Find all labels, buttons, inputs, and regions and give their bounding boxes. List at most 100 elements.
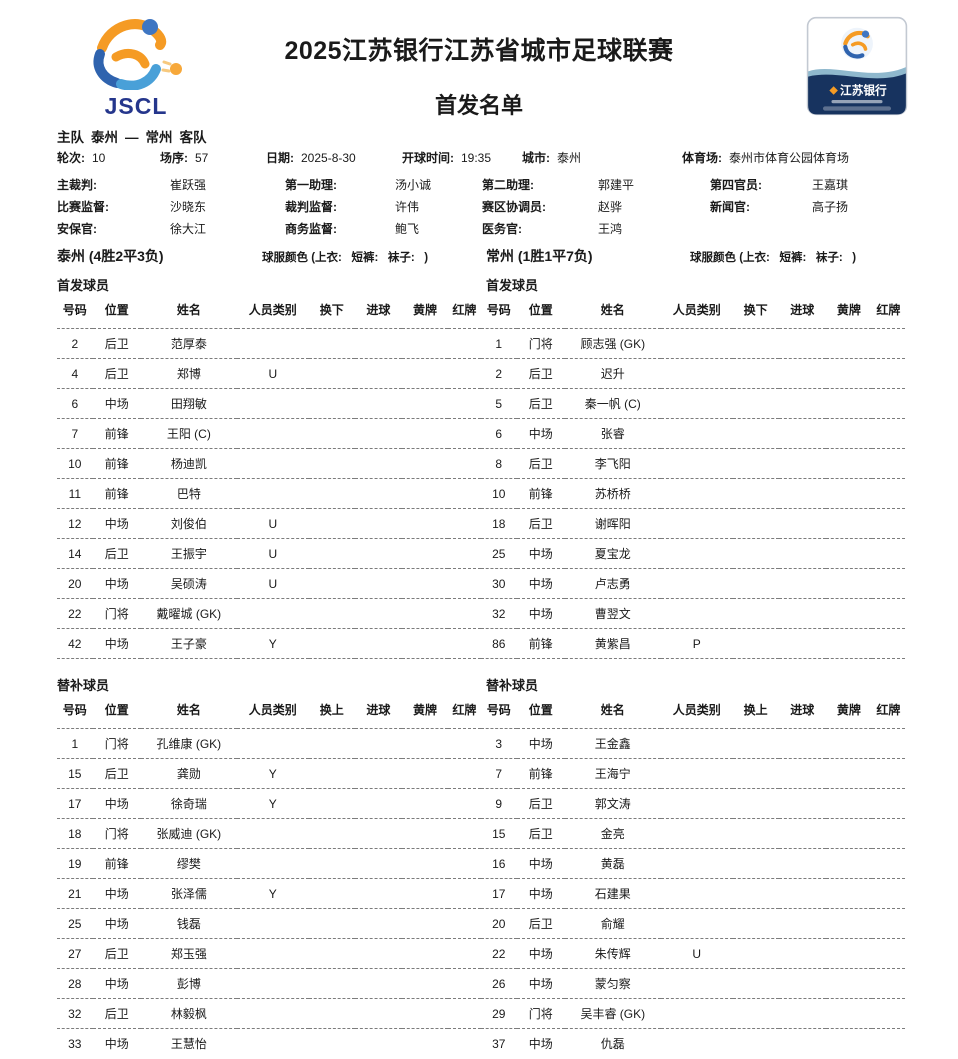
starting-header-row: 号码 位置 姓名 人员类别 换下 进球 黄牌 红牌 号码 位置 姓名 人员类别 换下 进球 黄牌 红牌 xyxy=(57,296,905,329)
player-row: 6 中场 田翔敏 5 后卫 秦一帆 (C) xyxy=(57,388,905,419)
player-cell: 29 xyxy=(480,998,517,1029)
player-cell xyxy=(778,538,827,569)
player-cell xyxy=(402,938,448,969)
player-cell xyxy=(826,938,872,969)
player-cell xyxy=(354,328,403,359)
player-cell: Y xyxy=(236,788,309,819)
player-cell: 中场 xyxy=(92,628,141,659)
player-cell xyxy=(826,1029,872,1059)
player-cell xyxy=(871,938,905,969)
column-header: 进球 xyxy=(778,296,827,329)
player-cell xyxy=(447,908,481,939)
player-row: 21 中场 张泽儒 Y 17 中场 石建果 xyxy=(57,878,905,909)
player-cell xyxy=(447,998,481,1029)
official-value: 王鸿 xyxy=(598,222,623,236)
player-cell xyxy=(236,478,309,509)
column-header: 红牌 xyxy=(447,696,481,729)
player-cell: 郭文涛 xyxy=(564,788,661,819)
player-cell xyxy=(660,478,733,509)
player-cell: 仇磊 xyxy=(600,1037,625,1052)
column-header: 位置 xyxy=(92,296,141,329)
player-cell xyxy=(660,728,733,759)
player-cell xyxy=(732,818,779,849)
player-cell: 22 xyxy=(57,598,93,629)
player-cell: 3 xyxy=(480,728,517,759)
player-cell xyxy=(447,968,481,999)
official-value: 许伟 xyxy=(395,200,420,214)
player-cell: 石建果 xyxy=(564,878,661,909)
vs-dash: — xyxy=(125,130,139,145)
player-cell xyxy=(826,418,872,449)
player-cell: 田翔敏 xyxy=(140,388,237,419)
player-cell xyxy=(660,568,733,599)
player-cell xyxy=(402,628,448,659)
player-cell: 33 xyxy=(68,1036,82,1051)
player-cell xyxy=(778,818,827,849)
player-cell xyxy=(308,448,355,479)
player-cell: 1 xyxy=(57,728,93,759)
player-cell xyxy=(354,758,403,789)
player-cell: 17 xyxy=(57,788,93,819)
column-header: 红牌 xyxy=(871,296,905,329)
column-header: 进球 xyxy=(354,296,403,329)
player-cell: 26 xyxy=(480,968,517,999)
player-cell xyxy=(354,878,403,909)
player-cell xyxy=(236,388,309,419)
player-cell: 32 xyxy=(57,998,93,1029)
player-cell xyxy=(308,598,355,629)
player-cell xyxy=(236,818,309,849)
player-cell xyxy=(402,818,448,849)
player-cell: 王海宁 xyxy=(564,758,661,789)
round-info: 轮次: 10 xyxy=(57,151,106,165)
column-header: 红牌 xyxy=(871,696,905,729)
player-row: 12 中场 刘俊伯 U 18 后卫 谢晖阳 xyxy=(57,508,905,539)
player-cell xyxy=(402,878,448,909)
player-cell: 32 xyxy=(480,598,517,629)
player-cell: 15 xyxy=(57,758,93,789)
player-cell xyxy=(871,418,905,449)
player-cell xyxy=(732,728,779,759)
column-header: 黄牌 xyxy=(402,296,448,329)
player-cell xyxy=(778,728,827,759)
player-cell xyxy=(778,758,827,789)
player-cell xyxy=(236,728,309,759)
player-cell: 14 xyxy=(57,538,93,569)
player-cell xyxy=(778,938,827,969)
player-cell xyxy=(732,568,779,599)
player-cell xyxy=(447,328,481,359)
player-cell xyxy=(826,358,872,389)
player-cell xyxy=(660,968,733,999)
player-cell: 黄紫昌 xyxy=(564,628,661,659)
player-cell xyxy=(871,568,905,599)
player-cell xyxy=(236,938,309,969)
player-cell xyxy=(871,598,905,629)
player-cell: 9 xyxy=(480,788,517,819)
player-cell xyxy=(732,628,779,659)
player-row: 2 后卫 范厚泰 1 门将 顾志强 (GK) xyxy=(57,328,905,359)
player-cell xyxy=(402,1029,448,1059)
player-cell: U xyxy=(660,938,733,969)
player-cell xyxy=(236,908,309,939)
player-cell xyxy=(447,788,481,819)
player-cell: P xyxy=(660,628,733,659)
column-header: 位置 xyxy=(92,696,141,729)
player-cell xyxy=(660,448,733,479)
column-header: 换下 xyxy=(732,296,779,329)
player-cell: 27 xyxy=(57,938,93,969)
player-cell: 范厚泰 xyxy=(140,328,237,359)
home-starters-title: 首发球员 xyxy=(57,278,110,293)
player-cell: 中场 xyxy=(516,938,565,969)
player-cell xyxy=(355,1029,402,1059)
player-cell xyxy=(402,328,448,359)
player-cell: 曹翌文 xyxy=(564,598,661,629)
player-cell: 1 xyxy=(480,328,517,359)
city-info: 城市: 泰州 xyxy=(522,151,582,165)
jscl-logo: JSCL xyxy=(80,12,192,120)
player-cell xyxy=(826,538,872,569)
player-cell xyxy=(871,508,905,539)
title-block: 2025江苏银行江苏省城市足球联赛 首发名单 xyxy=(0,31,958,120)
column-header: 黄牌 xyxy=(826,296,872,329)
player-cell xyxy=(732,758,779,789)
player-cell xyxy=(660,358,733,389)
player-row: 42 中场 王子豪 Y 86 前锋 黄紫昌 P xyxy=(57,628,905,659)
